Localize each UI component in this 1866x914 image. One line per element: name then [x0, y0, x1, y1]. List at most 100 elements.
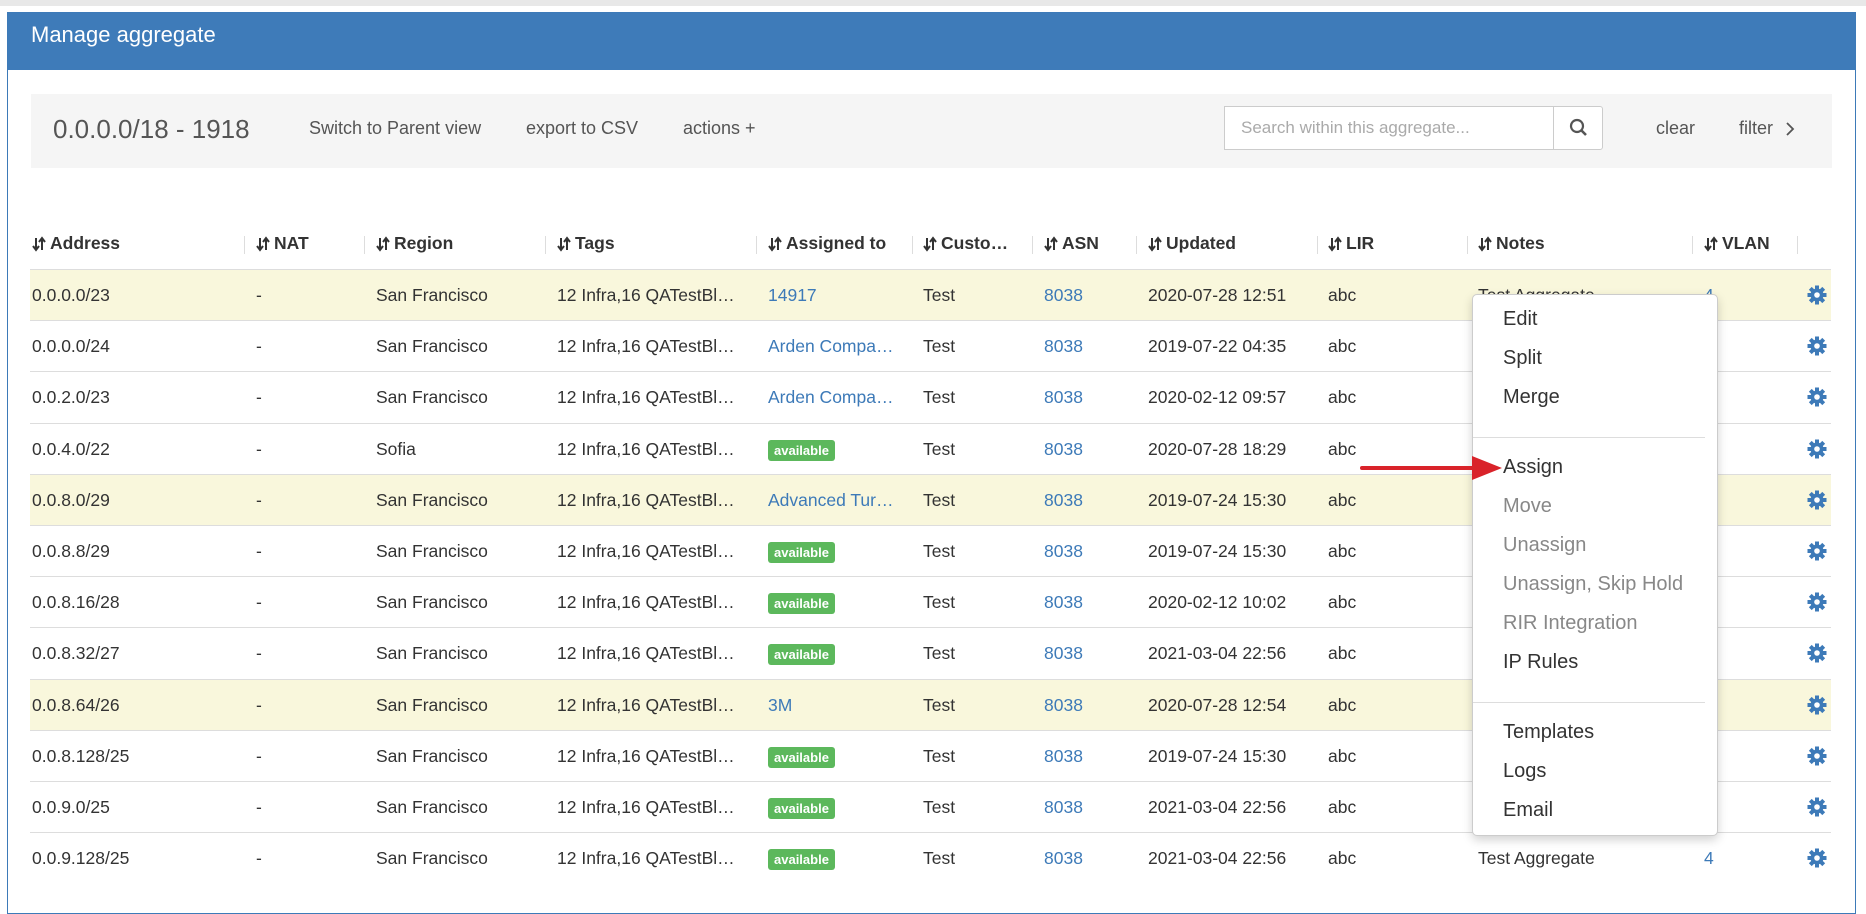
asn-cell[interactable]: 8038: [1044, 592, 1083, 613]
gear-icon: [1807, 285, 1827, 305]
gear-icon: [1807, 336, 1827, 356]
gear-icon: [1807, 490, 1827, 510]
status-badge: available: [768, 798, 835, 819]
lir-cell: abc: [1328, 643, 1357, 664]
lir-cell: abc: [1328, 489, 1357, 510]
menu-item: Unassign, Skip Hold: [1503, 573, 1684, 595]
gear-button[interactable]: [1807, 541, 1827, 566]
asn-cell[interactable]: 8038: [1044, 745, 1083, 766]
gear-button[interactable]: [1807, 490, 1827, 515]
column-separator: [1317, 236, 1318, 254]
tags-cell: 12 Infra,16 QATestBl…: [557, 541, 735, 561]
column-header[interactable]: Custo…: [923, 233, 1008, 254]
column-header[interactable]: Region: [376, 233, 453, 254]
region-cell: San Francisco: [376, 848, 488, 869]
asn-cell[interactable]: 8038: [1044, 848, 1083, 869]
gear-button[interactable]: [1807, 387, 1827, 412]
status-badge: available: [768, 593, 835, 615]
vlan-cell[interactable]: 4: [1704, 848, 1714, 869]
customer-cell: Test: [923, 489, 956, 510]
asn-cell[interactable]: 8038: [1044, 438, 1083, 459]
gear-button[interactable]: [1807, 797, 1827, 822]
status-badge: available: [768, 746, 835, 768]
asn-cell[interactable]: 8038: [1044, 285, 1083, 305]
asn-cell[interactable]: 8038: [1044, 797, 1083, 817]
updated-cell: 2021-03-04 22:56: [1148, 848, 1287, 869]
nat-cell: -: [256, 848, 262, 869]
region-cell: San Francisco: [376, 489, 488, 510]
column-label: Address: [50, 233, 121, 253]
menu-divider: [1473, 437, 1705, 438]
gear-button[interactable]: [1807, 695, 1827, 720]
region-cell: San Francisco: [376, 387, 488, 408]
assigned-link[interactable]: Arden Compa…: [768, 336, 894, 357]
panel-title: Manage aggregate: [8, 13, 1855, 70]
column-header[interactable]: LIR: [1328, 233, 1374, 254]
search-button[interactable]: [1553, 106, 1603, 150]
tags-cell: 12 Infra,16 QATestBl…: [557, 336, 735, 357]
assigned-link[interactable]: 3M: [768, 694, 793, 715]
asn-cell[interactable]: 8038: [1044, 541, 1083, 561]
gear-button[interactable]: [1807, 285, 1827, 310]
sort-icon: [256, 235, 270, 252]
filter-link[interactable]: filter: [1739, 118, 1774, 138]
tags-cell: 12 Infra,16 QATestBl…: [557, 797, 735, 817]
column-header[interactable]: VLAN: [1704, 233, 1770, 254]
column-header[interactable]: NAT: [256, 233, 309, 254]
column-label: Region: [394, 233, 454, 253]
nat-cell: -: [256, 592, 262, 613]
parent-view-link[interactable]: Switch to Parent view: [309, 118, 482, 138]
gear-button[interactable]: [1807, 848, 1827, 873]
search-input[interactable]: Search within this aggregate...: [1224, 106, 1554, 150]
sort-icon: [1044, 235, 1058, 252]
gear-button[interactable]: [1807, 746, 1827, 771]
assigned-link[interactable]: Arden Compa…: [768, 387, 894, 408]
asn-cell[interactable]: 8038: [1044, 336, 1083, 357]
menu-item[interactable]: Edit: [1503, 308, 1538, 330]
column-header[interactable]: Assigned to: [768, 233, 886, 254]
address-cell: 0.0.2.0/23: [32, 387, 110, 408]
lir-cell: abc: [1328, 694, 1357, 715]
top-bar: [0, 0, 1866, 6]
menu-item[interactable]: Logs: [1503, 760, 1547, 782]
gear-button[interactable]: [1807, 643, 1827, 668]
column-header[interactable]: Notes: [1478, 233, 1545, 254]
menu-item[interactable]: Split: [1503, 347, 1542, 369]
column-header[interactable]: Address: [32, 233, 120, 254]
gear-button[interactable]: [1807, 592, 1827, 617]
table-row: 0.0.9.128/25 - San Francisco 12 Infra,16 QA…: [30, 832, 1831, 885]
menu-item[interactable]: Email: [1503, 799, 1554, 821]
asn-cell[interactable]: 8038: [1044, 489, 1083, 510]
actions-link[interactable]: actions +: [683, 118, 756, 138]
menu-item[interactable]: IP Rules: [1503, 651, 1579, 673]
tags-cell: 12 Infra,16 QATestBl…: [557, 592, 735, 613]
nat-cell: -: [256, 387, 262, 408]
customer-cell: Test: [923, 643, 956, 664]
gear-button[interactable]: [1807, 439, 1827, 464]
export-link[interactable]: export to CSV: [526, 118, 639, 138]
updated-cell: 2021-03-04 22:56: [1148, 797, 1287, 817]
asn-cell[interactable]: 8038: [1044, 387, 1083, 408]
address-cell: 0.0.0.0/24: [32, 336, 110, 357]
menu-item[interactable]: Templates: [1503, 721, 1595, 743]
asn-cell[interactable]: 8038: [1044, 643, 1083, 664]
asn-cell[interactable]: 8038: [1044, 694, 1083, 715]
assigned-link[interactable]: 14917: [768, 285, 817, 305]
gear-icon: [1807, 746, 1827, 766]
clear-link[interactable]: clear: [1656, 118, 1696, 138]
address-cell: 0.0.8.16/28: [32, 592, 120, 613]
gear-icon: [1807, 592, 1827, 612]
customer-cell: Test: [923, 797, 956, 817]
menu-item[interactable]: Assign: [1503, 456, 1564, 478]
column-header[interactable]: ASN: [1044, 233, 1099, 254]
updated-cell: 2019-07-24 15:30: [1148, 541, 1287, 561]
menu-item[interactable]: Merge: [1503, 386, 1560, 408]
updated-cell: 2019-07-24 15:30: [1148, 745, 1287, 766]
gear-button[interactable]: [1807, 336, 1827, 361]
tags-cell: 12 Infra,16 QATestBl…: [557, 285, 735, 305]
assigned-link[interactable]: Advanced Tur…: [768, 489, 894, 510]
column-header[interactable]: Tags: [557, 233, 615, 254]
sort-icon: [1704, 235, 1718, 252]
column-header[interactable]: Updated: [1148, 233, 1236, 254]
column-label: Notes: [1496, 233, 1545, 253]
